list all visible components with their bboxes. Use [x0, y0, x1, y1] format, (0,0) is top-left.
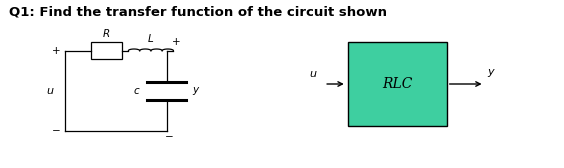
Text: $u$: $u$ — [46, 86, 54, 96]
Text: $y$: $y$ — [192, 85, 200, 97]
Text: +: + — [52, 46, 61, 56]
Text: RLC: RLC — [382, 77, 413, 91]
Bar — [349, 42, 447, 126]
Text: $y$: $y$ — [487, 67, 496, 79]
Bar — [91, 42, 122, 59]
Text: −: − — [52, 126, 61, 136]
Text: $L$: $L$ — [147, 32, 155, 44]
Text: −: − — [165, 132, 174, 142]
Text: Q1: Find the transfer function of the circuit shown: Q1: Find the transfer function of the ci… — [9, 6, 387, 19]
Text: $c$: $c$ — [133, 86, 140, 96]
Text: +: + — [172, 37, 181, 47]
Text: $u$: $u$ — [309, 69, 317, 79]
Text: $R$: $R$ — [102, 27, 111, 39]
